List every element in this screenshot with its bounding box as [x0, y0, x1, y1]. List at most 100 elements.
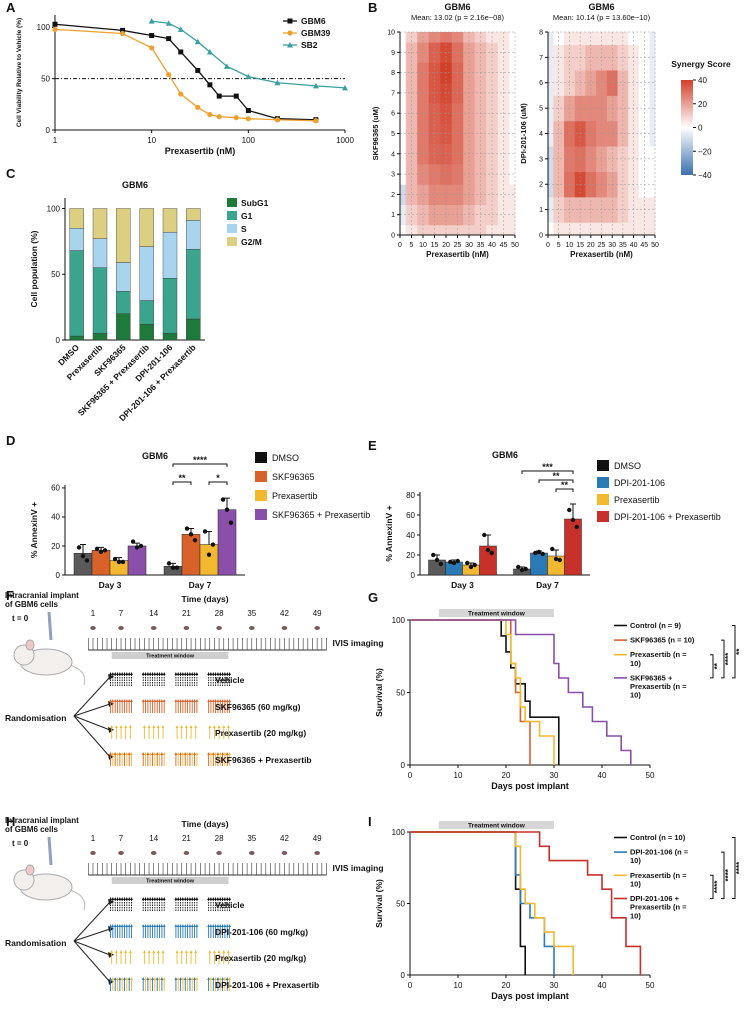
dose-arrow-head: [148, 897, 152, 900]
arm-label: Prexasertib (20 mg/kg): [215, 728, 306, 738]
y-tick-label: 0: [391, 232, 395, 239]
dose-arrow-head: [111, 977, 115, 980]
chart-title: GBM6: [444, 2, 470, 12]
synergy-cell: [417, 224, 430, 236]
dose-arrow-head: [127, 924, 131, 927]
synergy-cell: [617, 146, 629, 172]
synergy-cell: [405, 204, 418, 226]
marker: [178, 49, 184, 55]
y-tick-label: 4: [539, 131, 543, 138]
marker: [245, 116, 251, 122]
dose-arrow-head: [216, 897, 220, 900]
dose-arrow-head: [211, 897, 215, 900]
marker: [313, 118, 319, 124]
survival-curve: [410, 619, 555, 765]
dose-arrow-head: [207, 924, 210, 927]
marker: [223, 63, 230, 69]
significance-bracket: [172, 481, 192, 485]
data-point: [220, 497, 226, 502]
y-axis-label: Cell Viability Relative to Vehicle (%): [16, 18, 23, 127]
x-tick-label: 50: [646, 771, 655, 780]
x-tick-label: 0: [408, 771, 413, 780]
marker: [149, 45, 155, 51]
dose-arrow-head: [213, 725, 216, 728]
dose-arrow-head: [144, 752, 147, 755]
synergy-cell: [606, 32, 618, 46]
y-tick-label: 8: [391, 70, 395, 77]
x-axis-label: Prexasertib (nM): [165, 146, 236, 156]
data-point: [112, 556, 118, 562]
bar: [199, 544, 219, 576]
dose-arrow-head: [119, 725, 123, 728]
dose-arrow-head: [214, 699, 217, 702]
dose-arrow-head: [151, 752, 154, 755]
dose-arrow-head: [113, 977, 117, 980]
synergy-cell: [417, 204, 430, 226]
data-point: [120, 559, 126, 565]
dose-arrow-head: [158, 672, 161, 675]
synergy-cell: [400, 184, 407, 205]
significance-bracket: [721, 639, 725, 679]
time-label: Time (days): [182, 819, 229, 829]
y-axis-label: % AnnexinV +: [384, 505, 394, 561]
dose-arrow-head: [228, 672, 231, 675]
data-point: [557, 557, 562, 563]
imaging-icon: [314, 626, 320, 630]
dose-arrow-head: [118, 977, 122, 980]
dose-arrow-head: [223, 977, 227, 980]
dose-arrow-head: [181, 897, 185, 900]
dose-arrow-head: [193, 699, 196, 702]
dose-arrow-head: [109, 752, 112, 755]
arrow-head: [108, 674, 114, 680]
synergy-cell: [596, 32, 608, 46]
dose-arrow-head: [179, 897, 182, 900]
text-line: Prexasertib (n =: [630, 650, 689, 659]
x-tick-label: 45: [500, 242, 508, 249]
synergy-cell: [428, 163, 441, 185]
synergy-cell: [474, 224, 487, 236]
data-point: [567, 507, 572, 513]
data-point: [516, 564, 521, 570]
dose-arrow-head: [130, 752, 133, 755]
dose-arrow-head: [158, 897, 161, 900]
significance-bracket: [710, 654, 714, 679]
dose-arrow-head: [189, 950, 193, 953]
dose-arrow-head: [222, 725, 226, 728]
dose-arrow-head: [209, 699, 213, 702]
legend-marker: [287, 18, 293, 24]
data-point: [84, 558, 90, 563]
panel-label: H: [6, 814, 15, 829]
dose-arrow-head: [160, 924, 164, 927]
bar-segment: [69, 228, 84, 251]
dose-arrow-head: [180, 950, 184, 953]
x-tick-label: 30: [550, 771, 559, 780]
y-tick-label: 80: [406, 491, 415, 500]
y-tick-label: 5: [391, 131, 395, 138]
legend-label: DPI-201-106 (n = 10): [630, 848, 690, 866]
legend-label: Prexasertib: [614, 495, 660, 505]
mouse-ear: [25, 864, 35, 876]
dose-arrow-head: [190, 924, 194, 927]
x-tick-label: 10: [147, 136, 156, 145]
text-line: DPI-201-106 (n =: [630, 848, 690, 857]
data-point: [523, 566, 528, 572]
x-tick-label: 40: [630, 242, 638, 249]
data-point: [489, 550, 494, 556]
text-line: DPI-201-106 +: [630, 894, 681, 903]
data-point: [451, 560, 457, 566]
treatment-window: [111, 877, 229, 884]
dose-arrow-head: [125, 977, 129, 980]
imaging-icon: [118, 851, 124, 855]
bar-segment: [116, 262, 131, 292]
marker: [119, 30, 126, 37]
synergy-cell: [553, 70, 565, 96]
bar: [530, 552, 548, 576]
synergy-cell: [451, 224, 464, 236]
dose-arrow-head: [148, 699, 152, 702]
y-tick-label: 7: [539, 55, 543, 62]
dose-arrow-head: [175, 725, 179, 728]
dose-arrow-head: [141, 924, 145, 927]
dose-arrow-head: [208, 725, 212, 728]
dose-arrow-head: [141, 672, 145, 675]
dose-arrow-head: [188, 752, 192, 755]
